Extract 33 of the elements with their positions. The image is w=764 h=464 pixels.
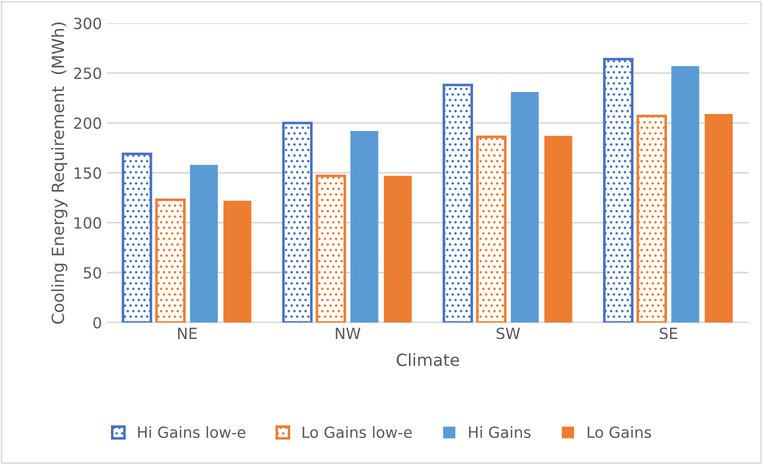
y-tick-label: 250 — [74, 68, 102, 80]
legend-label: Hi Gains low-e — [138, 426, 246, 438]
y-tick-label: 200 — [74, 117, 102, 129]
y-tick-label: 300 — [74, 18, 102, 30]
bar — [603, 58, 634, 322]
y-axis-title: Cooling Energy Requirement (MWh) — [51, 22, 68, 324]
bar — [476, 136, 507, 322]
bar — [671, 66, 700, 322]
bar — [636, 114, 667, 322]
y-tick-label: 50 — [84, 267, 102, 279]
bar — [316, 174, 346, 322]
x-tick-label: NW — [336, 328, 360, 339]
y-tick-label: 0 — [93, 316, 102, 328]
bar — [350, 130, 378, 322]
x-tick-label: SW — [496, 328, 520, 340]
bar — [155, 198, 186, 322]
x-tick-label: SE — [660, 328, 678, 340]
bar — [704, 114, 733, 322]
bar — [442, 84, 474, 322]
y-tick-label: 100 — [74, 217, 102, 229]
legend-label: Lo Gains low-e — [302, 426, 412, 438]
x-axis-title: Climate — [396, 353, 460, 366]
bar — [122, 152, 152, 322]
bar — [190, 164, 218, 322]
bar — [384, 176, 412, 322]
bar — [282, 122, 313, 322]
y-tick-label: 150 — [74, 167, 102, 179]
bar — [510, 92, 539, 322]
legend-label: Hi Gains — [469, 426, 531, 438]
bar — [223, 200, 252, 322]
legend-label: Lo Gains — [588, 426, 652, 438]
x-tick-label: NE — [178, 328, 197, 339]
bar — [544, 136, 572, 322]
